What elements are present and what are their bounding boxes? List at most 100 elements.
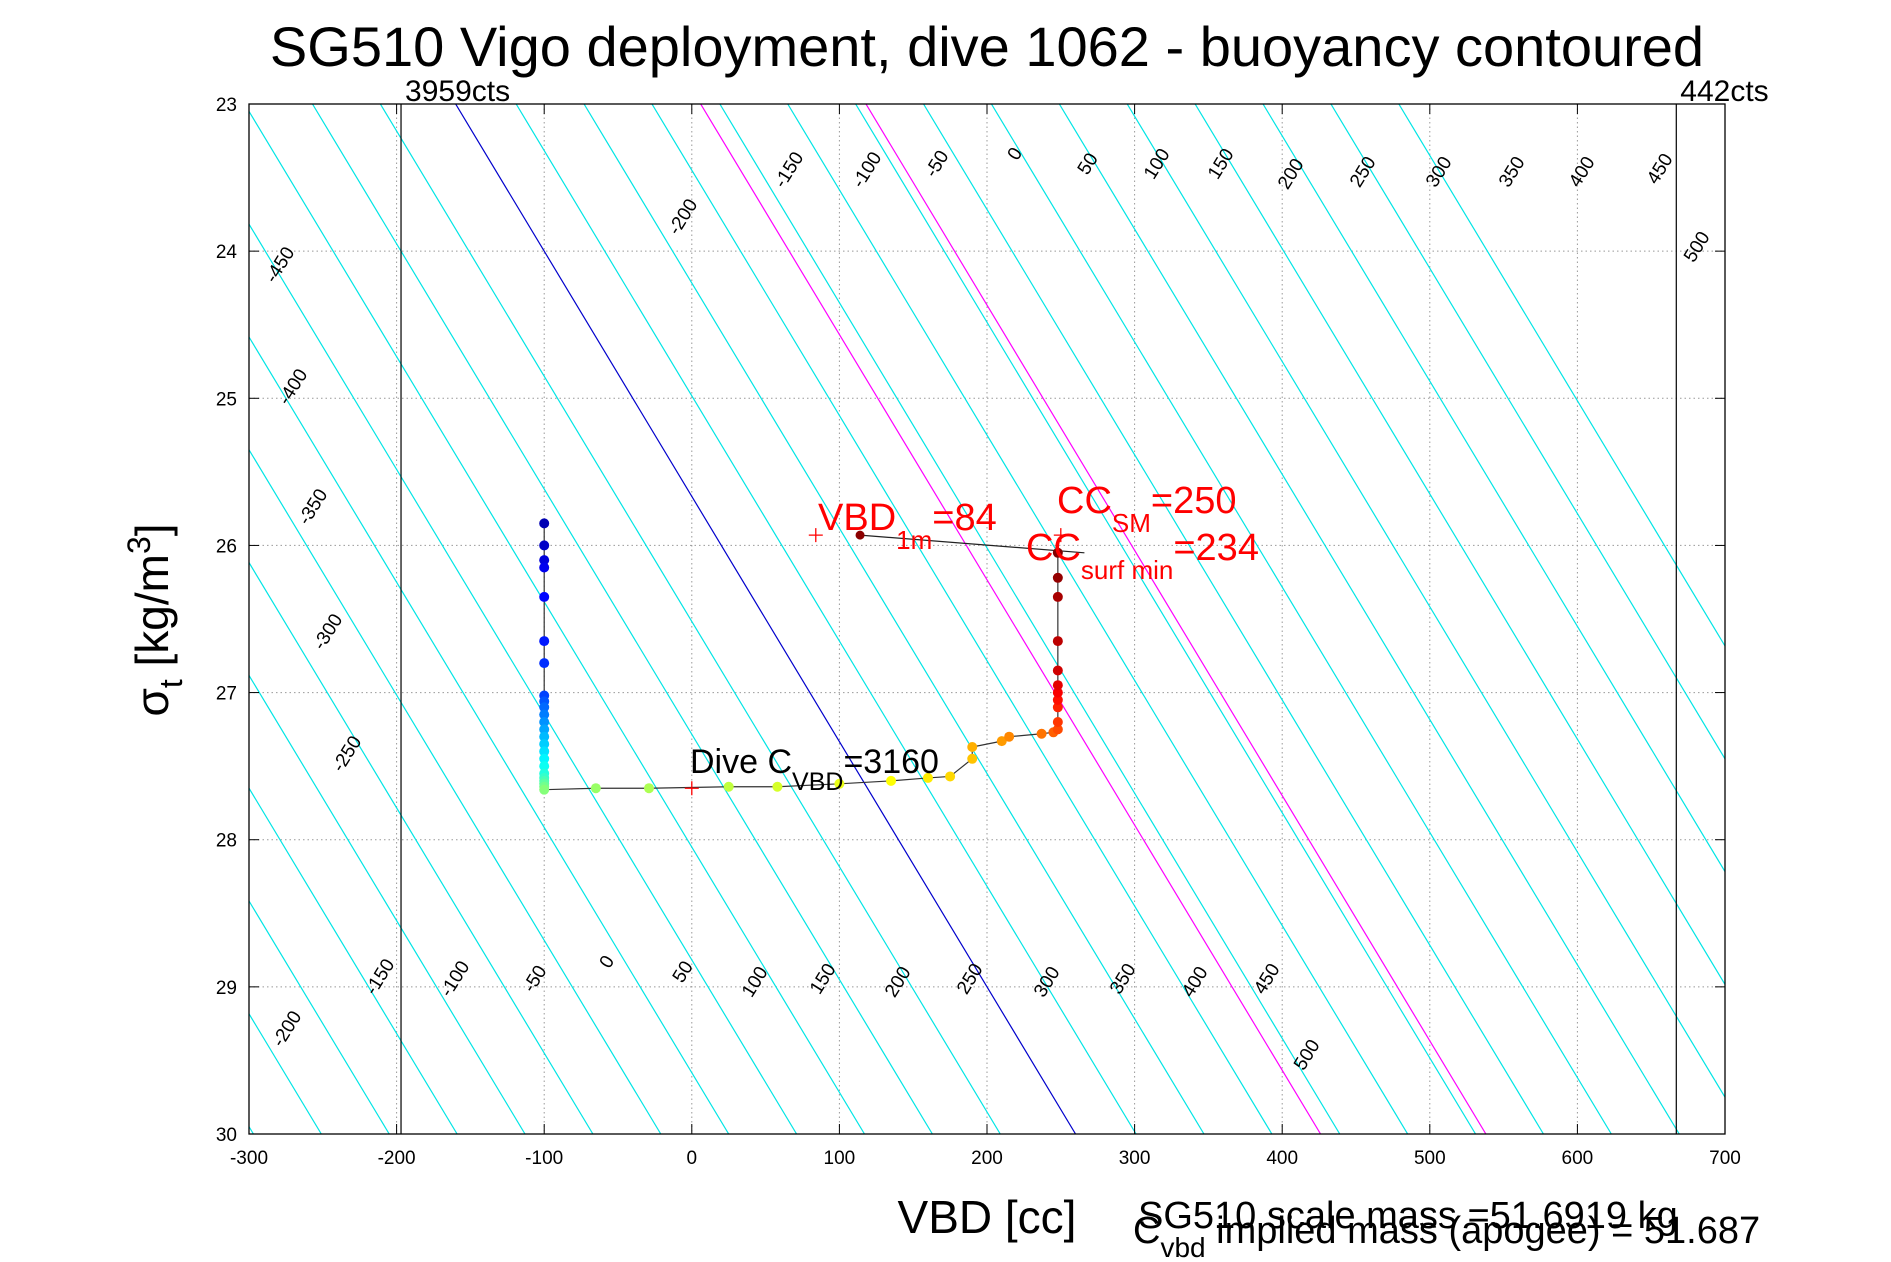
vbd-1m-annotation-part: 1m [896, 525, 932, 555]
dive-point [539, 709, 550, 720]
dive-point [1052, 687, 1063, 698]
x-tick-label: 400 [1266, 1148, 1298, 1169]
dive-point [539, 658, 550, 669]
contour-labels: -450 -400 -350 -300 -250 -200 -150 -100 -50 0 50 10… [261, 144, 1714, 1074]
cc-surf-min-annotation: CCsurf min=234 [1026, 527, 1259, 585]
contour-label-bottom: 500 [1290, 1036, 1325, 1074]
implied-mass-subscript: vbd [1160, 1232, 1205, 1262]
vbd-limit-lines: 3959cts 442cts [400, 75, 1769, 1134]
dive-point [539, 761, 550, 772]
contour-label-top: -50 [921, 147, 953, 181]
dive-point [539, 636, 550, 647]
buoyancy-contour [379, 104, 1001, 1134]
contour-label-bottom: 400 [1178, 963, 1213, 1001]
dive-point [539, 702, 550, 713]
contour-label-top: -250 [328, 732, 366, 775]
cc-sm-annotation-part: CC [1057, 480, 1112, 522]
y-axis-label-superscript: 3 [121, 536, 157, 554]
contour-label-top: -100 [848, 148, 886, 191]
dive-point [1052, 694, 1063, 705]
dive-point [539, 717, 550, 727]
contour-label-top: 450 [1643, 150, 1678, 188]
contour-label-top: -150 [770, 148, 808, 191]
contour-label-bottom: 150 [806, 960, 841, 998]
contour-label-bottom: 250 [953, 960, 988, 998]
dive-point [643, 783, 654, 794]
y-tick-label: 26 [216, 536, 237, 557]
x-tick-label: 300 [1119, 1148, 1151, 1169]
dive-point [922, 772, 933, 783]
buoyancy-contour [1398, 104, 1725, 648]
x-tick-label: -200 [378, 1148, 416, 1169]
cc-sm-annotation: CCSM=250 [1057, 480, 1236, 538]
x-tick-label: -300 [230, 1148, 268, 1169]
dive-points [539, 518, 1063, 795]
contour-label-bottom: 200 [881, 963, 916, 1001]
dive-point [1052, 717, 1063, 727]
buoyancy-contour [1194, 104, 1725, 986]
contour-label-top: 0 [1004, 144, 1027, 164]
dive-point [945, 771, 956, 782]
contour-label-top: -200 [664, 195, 702, 238]
dive-point [1052, 724, 1063, 735]
contour-label-top: 500 [1680, 228, 1715, 266]
chart-title: SG510 Vigo deployment, dive 1062 - buoya… [270, 15, 1704, 78]
contour-label-bottom: -150 [361, 955, 399, 998]
dive-point [1052, 547, 1063, 558]
dive-point [967, 742, 978, 753]
dive-trajectory [543, 523, 1085, 791]
dive-point [539, 540, 550, 551]
y-tick-label: 23 [216, 95, 237, 116]
buoyancy-contour [249, 448, 662, 1134]
dive-point [539, 724, 550, 735]
x-tick-label: 500 [1414, 1148, 1446, 1169]
vbd-limit-label: 3959cts [405, 75, 510, 108]
dive-point [1052, 665, 1063, 676]
buoyancy-contour [249, 561, 594, 1134]
y-tick-label: 27 [216, 684, 237, 705]
reference-cross [808, 528, 823, 543]
buoyancy-contour [0, 104, 118, 1134]
contour-label-bottom: 300 [1030, 963, 1065, 1001]
cc-sm-annotation-part: =250 [1151, 480, 1237, 522]
dive-point [772, 781, 783, 792]
dive-point [1052, 591, 1063, 602]
dive-point [1052, 636, 1063, 647]
x-tick-label: -100 [525, 1148, 563, 1169]
dive-point [834, 778, 845, 789]
contour-label-top: 400 [1565, 153, 1600, 191]
footer: SG510 scale mass =51.6919 kg Cvbd implie… [1133, 1195, 1760, 1262]
dive-point [1004, 731, 1015, 742]
buoyancy-contour [1330, 104, 1725, 760]
svg-text:Cvbd implied mass (apogee) = 5: Cvbd implied mass (apogee) = 51.687 [1133, 1210, 1760, 1262]
dive-point [996, 736, 1007, 747]
buoyancy-contour [249, 335, 730, 1134]
y-axis-label-close: ] [126, 523, 178, 536]
axis-ticks: -300 -200 -100 0 100 200 300 400 500 600 700232425… [216, 95, 1741, 1169]
dive-point [590, 783, 601, 794]
dive-cvbd-annotation-part: VBD [792, 768, 843, 796]
vbd-1m-annotation-part: VBD [818, 497, 896, 539]
contour-label-bottom: -100 [436, 957, 474, 1000]
buoyancy-contour [1058, 104, 1680, 1134]
buoyancy-contour [515, 104, 1137, 1134]
reference-marks [684, 528, 1068, 796]
cc-surf-min-annotation-part: CC [1026, 527, 1081, 569]
buoyancy-contour [311, 104, 933, 1134]
vbd-1m-point [855, 530, 865, 540]
contour-label-top: 50 [1074, 150, 1103, 179]
y-tick-label: 28 [216, 831, 237, 852]
cc-surf-min-annotation-part: =234 [1173, 527, 1259, 569]
y-axis-label: σt [kg/m3] [121, 523, 189, 716]
dive-point [539, 746, 550, 757]
dive-point [723, 781, 734, 792]
buoyancy-contour [719, 104, 1341, 1134]
y-tick-label: 30 [216, 1125, 237, 1146]
y-axis-label-units: [kg/m [126, 554, 178, 679]
buoyancy-contour [923, 104, 1544, 1134]
x-tick-label: 0 [687, 1148, 698, 1169]
contour-label-bottom: 0 [596, 952, 619, 972]
contour-label-top: 150 [1204, 145, 1239, 183]
buoyancy-contour [249, 223, 798, 1134]
dive-point [539, 562, 550, 573]
